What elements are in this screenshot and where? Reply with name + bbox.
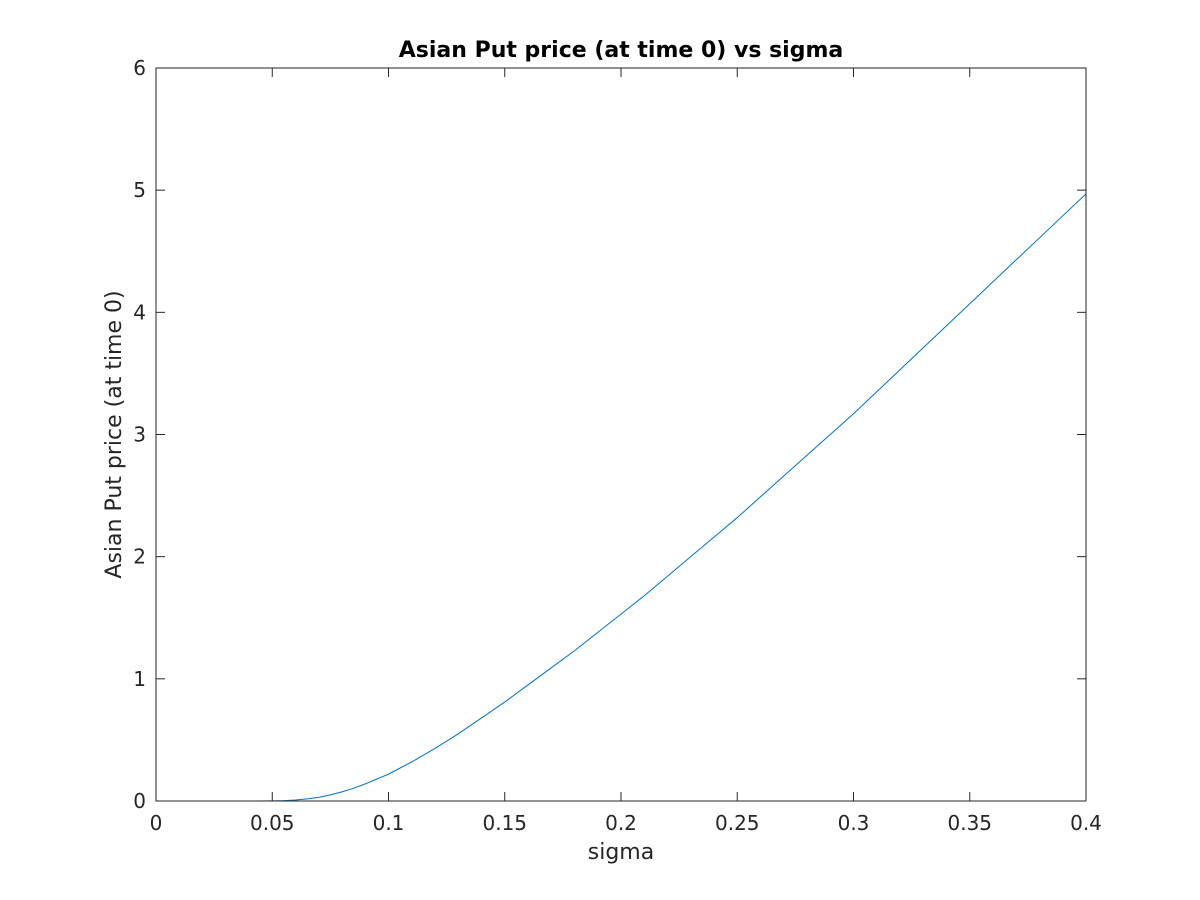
series-layer: [156, 193, 1087, 802]
y-axis-ticks: 0 1 2 3 4 5 6: [133, 56, 1086, 813]
y-tick-label: 5: [133, 178, 146, 202]
x-tick-label: 0.35: [947, 811, 992, 835]
y-tick-label: 1: [133, 667, 146, 691]
x-tick-label: 0.15: [482, 811, 527, 835]
x-tick-label: 0: [150, 811, 163, 835]
x-axis-label: sigma: [588, 840, 654, 865]
series-line: [156, 193, 1087, 802]
x-tick-label: 0.25: [715, 811, 760, 835]
y-tick-label: 4: [133, 300, 146, 324]
y-axis-label: Asian Put price (at time 0): [102, 290, 127, 578]
y-tick-label: 3: [133, 423, 146, 447]
x-tick-label: 0.05: [250, 811, 295, 835]
x-tick-label: 0.3: [838, 811, 870, 835]
x-tick-label: 0.4: [1070, 811, 1102, 835]
x-tick-label: 0.1: [373, 811, 405, 835]
y-tick-label: 0: [133, 789, 146, 813]
y-tick-label: 2: [133, 545, 146, 569]
y-tick-label: 6: [133, 56, 146, 80]
plot-area: [156, 68, 1086, 801]
x-axis-ticks: 0 0.05 0.1 0.15 0.2 0.25 0.3 0.35 0.4: [150, 68, 1102, 835]
chart-title: Asian Put price (at time 0) vs sigma: [399, 38, 843, 63]
x-tick-label: 0.2: [605, 811, 637, 835]
